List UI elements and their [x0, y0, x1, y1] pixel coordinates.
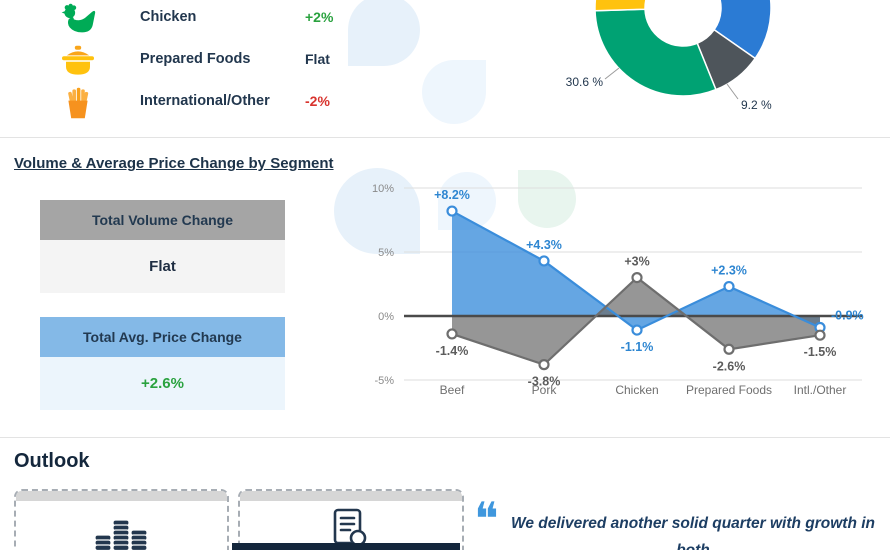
donut-slice — [713, 0, 772, 60]
category-label: Beef — [440, 383, 465, 397]
segment-change-value: Flat — [305, 51, 330, 67]
rect-shape — [112, 544, 130, 550]
path-shape — [67, 10, 96, 33]
total-avg-price-card: Total Avg. Price Change +2.6% — [40, 317, 285, 410]
legend-row-international: International/Other -2% — [58, 84, 418, 122]
y-tick-label: -5% — [374, 375, 394, 387]
data-point-marker — [723, 343, 735, 355]
box-header-bar — [240, 491, 462, 501]
y-tick-label: 10% — [372, 183, 394, 195]
data-point-marker — [538, 359, 550, 371]
total-volume-card: Total Volume Change Flat — [40, 200, 285, 293]
volume-price-section-title: Volume & Average Price Change by Segment — [14, 155, 334, 172]
category-label: Intl./Other — [794, 383, 847, 397]
pot-icon — [58, 43, 98, 78]
g-shape — [61, 3, 96, 33]
decorative-leaf — [348, 0, 420, 66]
card-header: Total Volume Change — [40, 200, 285, 240]
value-label: +2.3% — [711, 264, 747, 278]
chicken-icon — [58, 1, 98, 36]
outlook-box-report — [238, 489, 464, 550]
coins-icon — [93, 509, 149, 550]
rect-shape — [72, 88, 76, 104]
section-divider — [0, 437, 890, 438]
value-label: +3% — [624, 255, 649, 269]
data-point-marker — [631, 324, 643, 336]
card-header: Total Avg. Price Change — [40, 317, 285, 357]
ceo-quote: We delivered another solid quarter with … — [498, 510, 888, 550]
data-point-marker — [723, 280, 735, 293]
series-area — [452, 277, 820, 365]
data-point-marker — [631, 271, 643, 284]
rect-shape — [62, 55, 94, 60]
decorative-leaf — [518, 170, 576, 228]
data-point-marker — [446, 328, 458, 340]
circle-shape — [71, 5, 77, 10]
category-label: Pork — [532, 383, 558, 397]
decorative-leaf — [422, 60, 486, 124]
data-point-marker — [446, 205, 458, 217]
card-value: Flat — [40, 240, 285, 293]
decorative-leaf — [334, 168, 420, 254]
data-point-marker — [538, 255, 550, 267]
segment-label: International/Other — [140, 93, 270, 109]
outlook-box-financial — [14, 489, 229, 550]
series-area — [452, 211, 820, 331]
box-header-bar — [16, 491, 227, 501]
legend-row-prepared-foods: Prepared Foods Flat — [58, 42, 418, 80]
value-label: -0.9% — [831, 309, 864, 323]
volume-price-line-chart: 10% 5% 0% -5% +8.2% +4.3% -1.1% +2.3% -0.9% -1.4%… — [372, 183, 864, 397]
donut-slice-label: 9.2 % — [741, 98, 772, 112]
value-label: +8.2% — [434, 188, 470, 202]
segment-label: Chicken — [140, 9, 197, 25]
segment-change-value: -2% — [305, 93, 330, 109]
donut-slice-label: 30.6 % — [566, 75, 604, 89]
segment-label: Prepared Foods — [140, 51, 251, 67]
legend-row-chicken: Chicken +2% — [58, 0, 418, 38]
card-value: +2.6% — [40, 357, 285, 410]
category-label: Chicken — [615, 383, 658, 397]
leader-line — [604, 67, 620, 80]
g-shape — [94, 519, 148, 550]
rect-shape — [130, 544, 148, 550]
y-tick-label: 0% — [378, 311, 394, 323]
rect-shape — [94, 544, 112, 550]
rect-shape — [74, 45, 82, 50]
y-tick-label: 5% — [378, 247, 394, 259]
value-label: -3.8% — [528, 375, 561, 389]
donut-slice — [594, 8, 717, 97]
category-label: Prepared Foods — [686, 383, 772, 397]
segment-performance-legend: Chicken +2% Prepared Foods Flat — [58, 0, 418, 128]
leader-line — [726, 83, 739, 100]
section-divider — [0, 137, 890, 138]
value-label: -1.5% — [804, 345, 837, 359]
rect-shape — [76, 87, 81, 104]
segment-change-value: +2% — [305, 9, 334, 25]
value-label: -2.6% — [713, 359, 746, 373]
bottom-strip — [232, 543, 460, 550]
path-shape — [68, 100, 88, 118]
path-shape — [66, 50, 90, 55]
quote-line: We delivered another solid quarter with … — [510, 515, 875, 550]
outlook-section-title: Outlook — [14, 450, 90, 472]
circle-shape — [64, 5, 70, 10]
sales-mix-donut-chart: 30.6 % 9.2 % — [566, 0, 772, 112]
value-label: +4.3% — [526, 238, 562, 252]
value-label: -1.4% — [436, 344, 469, 358]
path-shape — [66, 61, 90, 75]
polygon-shape — [61, 10, 68, 15]
fries-icon — [58, 85, 98, 120]
data-point-marker — [814, 329, 826, 341]
quote-mark-icon: ❝ — [474, 492, 499, 546]
donut-slice — [594, 0, 647, 12]
value-label: -1.1% — [621, 340, 654, 354]
circle-shape — [64, 7, 76, 19]
